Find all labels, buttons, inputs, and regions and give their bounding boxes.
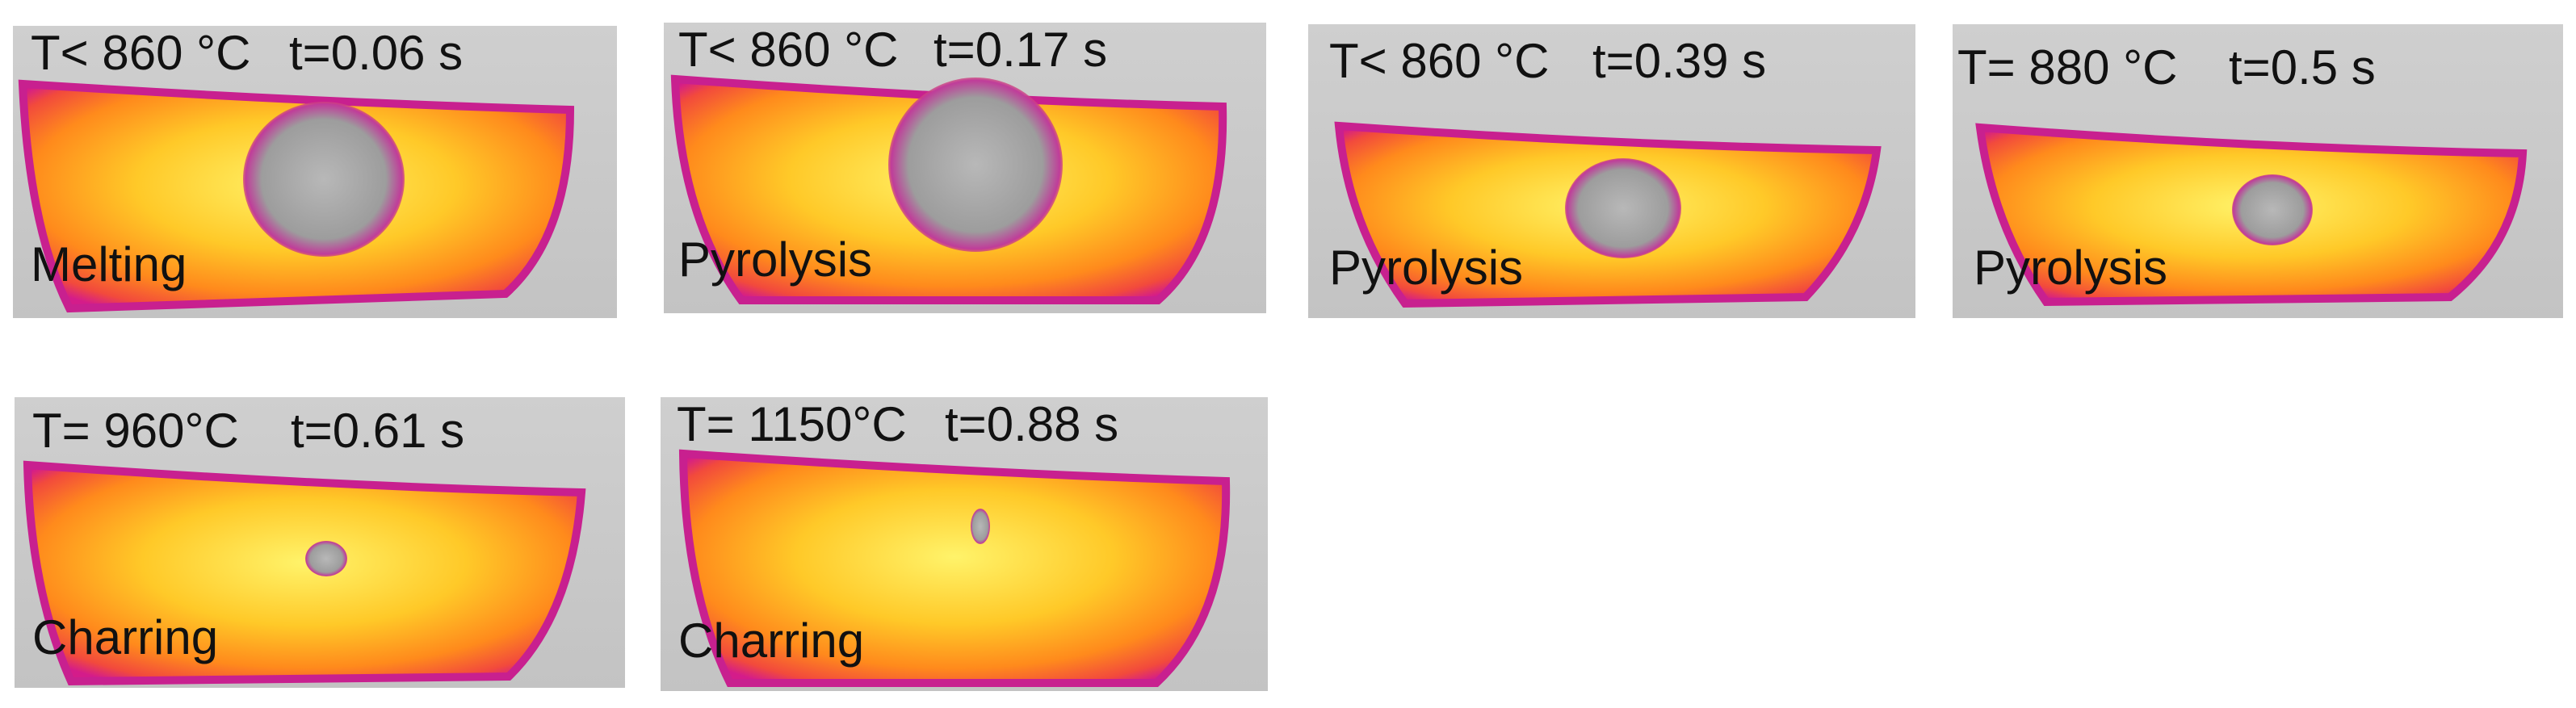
void-region <box>305 541 347 576</box>
void-region <box>888 78 1063 252</box>
temperature-label: T< 860 °C <box>1329 34 1550 88</box>
thermal-frame-6: T= 1150°C t=0.88 s Charring <box>661 397 1268 691</box>
thermal-image <box>670 74 1227 304</box>
thermal-image <box>18 79 575 313</box>
stage-label: Charring <box>678 614 865 668</box>
time-label: t=0.61 s <box>291 404 465 458</box>
stage-label: Pyrolysis <box>678 233 873 287</box>
void-region <box>971 509 990 544</box>
void-region <box>2232 174 2313 245</box>
thermal-frame-3: T< 860 °C t=0.39 s Pyrolysis <box>1308 24 1915 318</box>
temperature-label: T< 860 °C <box>31 26 251 80</box>
thermal-image <box>678 449 1231 687</box>
thermal-frame-4: T= 880 °C t=0.5 s Pyrolysis <box>1953 24 2563 318</box>
stage-label: Melting <box>31 237 187 291</box>
temperature-label: T< 860 °C <box>678 23 899 77</box>
time-label: t=0.39 s <box>1592 34 1767 88</box>
thermal-frame-5: T= 960°C t=0.61 s Charring <box>15 397 625 688</box>
stage-label: Charring <box>32 610 219 664</box>
temperature-label: T= 880 °C <box>1957 40 2178 94</box>
time-label: t=0.17 s <box>933 23 1108 77</box>
void-region <box>1565 158 1681 258</box>
thermal-frame-2: T< 860 °C t=0.17 s Pyrolysis <box>664 23 1266 313</box>
temperature-label: T= 960°C <box>32 404 239 458</box>
thermal-image <box>1334 121 1882 308</box>
thermal-image <box>1975 123 2528 307</box>
thermal-frame-1: T< 860 °C t=0.06 s Melting <box>13 26 617 318</box>
thermal-image <box>23 460 586 686</box>
time-label: t=0.5 s <box>2229 40 2376 94</box>
stage-label: Pyrolysis <box>1974 241 2168 295</box>
void-region <box>243 102 405 257</box>
time-label: t=0.88 s <box>945 397 1119 451</box>
time-label: t=0.06 s <box>289 26 464 80</box>
temperature-label: T= 1150°C <box>677 397 907 451</box>
stage-label: Pyrolysis <box>1329 241 1524 295</box>
